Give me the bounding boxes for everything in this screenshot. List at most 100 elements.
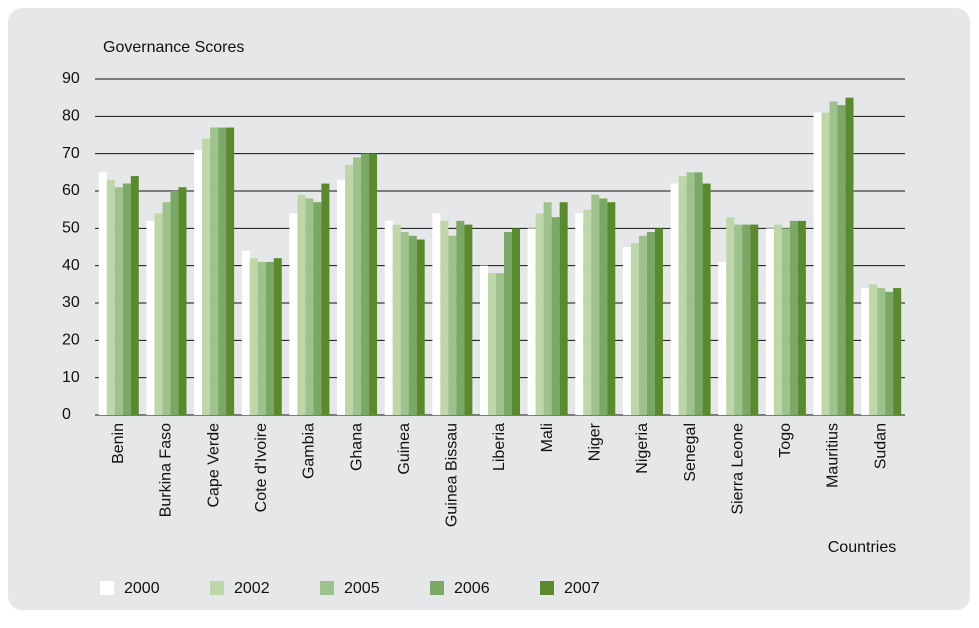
bar <box>781 228 790 415</box>
bar <box>416 239 425 415</box>
bar <box>440 220 449 415</box>
bar <box>162 202 171 415</box>
x-tick-label: Togo <box>777 423 794 458</box>
bar <box>305 198 314 415</box>
bar <box>480 265 488 415</box>
bar <box>353 157 362 415</box>
legend-swatch <box>210 581 224 595</box>
bar <box>273 258 282 415</box>
bar <box>218 127 227 416</box>
x-tick-label: Gambia <box>301 423 318 479</box>
x-tick-label: Ghana <box>348 423 365 471</box>
bar <box>210 127 219 416</box>
bar <box>861 288 870 415</box>
bar <box>297 194 306 415</box>
y-tick-label: 10 <box>62 369 80 386</box>
x-axis-label: Countries <box>828 539 896 556</box>
bar <box>869 284 878 415</box>
y-axis-label: Governance Scores <box>103 39 244 56</box>
bar <box>456 220 465 415</box>
bar <box>249 258 258 415</box>
x-tick-label: Burkina Faso <box>158 423 175 517</box>
x-tick-label: Cape Verde <box>205 423 222 508</box>
y-tick-label: 70 <box>62 145 80 162</box>
y-tick-label: 90 <box>62 70 80 87</box>
bar <box>694 172 703 415</box>
bar <box>488 273 496 415</box>
legend-label: 2002 <box>234 580 270 597</box>
bar <box>170 191 179 415</box>
bar <box>670 183 679 415</box>
x-tick-label: Senegal <box>682 423 699 482</box>
legend-swatch <box>540 581 554 595</box>
x-tick-label: Benin <box>110 423 127 464</box>
bar <box>773 224 782 415</box>
legend-swatch <box>320 581 334 595</box>
bar <box>845 97 854 416</box>
bar <box>226 127 235 416</box>
bar <box>742 224 751 415</box>
bar <box>789 220 798 415</box>
bar <box>345 164 354 415</box>
bar <box>837 105 846 415</box>
bar <box>369 153 378 415</box>
bar <box>599 198 608 415</box>
x-tick-label: Guinea <box>396 423 413 475</box>
bar <box>257 261 266 415</box>
bar <box>734 224 743 415</box>
legend-label: 2000 <box>124 580 160 597</box>
legend-swatch <box>430 581 444 595</box>
bar <box>559 202 568 415</box>
bar <box>527 228 536 415</box>
bar <box>622 247 631 415</box>
bar <box>583 209 592 415</box>
y-tick-label: 50 <box>62 220 80 237</box>
x-tick-label: Niger <box>587 422 604 461</box>
bar <box>638 235 647 415</box>
bar <box>535 213 544 415</box>
y-tick-label: 40 <box>62 257 80 274</box>
y-tick-label: 80 <box>62 108 80 125</box>
x-tick-label: Mali <box>539 423 556 452</box>
bar <box>575 213 584 415</box>
x-tick-label: Sierra Leone <box>729 423 746 515</box>
bar <box>98 172 107 415</box>
x-tick-label: Guinea Bissau <box>444 423 461 527</box>
bar <box>289 213 298 415</box>
bar <box>194 149 203 415</box>
bar <box>106 179 115 415</box>
bar <box>178 187 187 415</box>
bar <box>384 220 393 415</box>
bar <box>265 261 274 415</box>
x-tick-label: Nigeria <box>634 423 651 474</box>
bar <box>512 228 520 415</box>
bar <box>813 112 822 415</box>
bar <box>337 179 346 415</box>
bar <box>122 183 131 415</box>
bar <box>114 187 123 415</box>
bar <box>678 176 687 415</box>
bar <box>551 217 560 415</box>
bar <box>630 243 639 415</box>
x-tick-label: Cote d'Ivoire <box>253 423 270 512</box>
bar <box>202 138 211 415</box>
legend-label: 2005 <box>344 580 380 597</box>
bar <box>646 232 655 415</box>
bar <box>392 224 401 415</box>
bar <box>504 232 512 415</box>
bar <box>718 261 727 415</box>
bar <box>400 232 409 415</box>
x-tick-label: Liberia <box>491 423 508 471</box>
bar <box>877 288 886 415</box>
bar <box>543 202 552 415</box>
bar <box>321 183 330 415</box>
bar <box>154 213 163 415</box>
y-tick-label: 0 <box>62 406 71 423</box>
bar <box>821 112 830 415</box>
bar <box>893 288 902 415</box>
bar <box>607 202 616 415</box>
bar <box>408 235 417 415</box>
y-tick-label: 20 <box>62 332 80 349</box>
bar <box>726 217 735 415</box>
